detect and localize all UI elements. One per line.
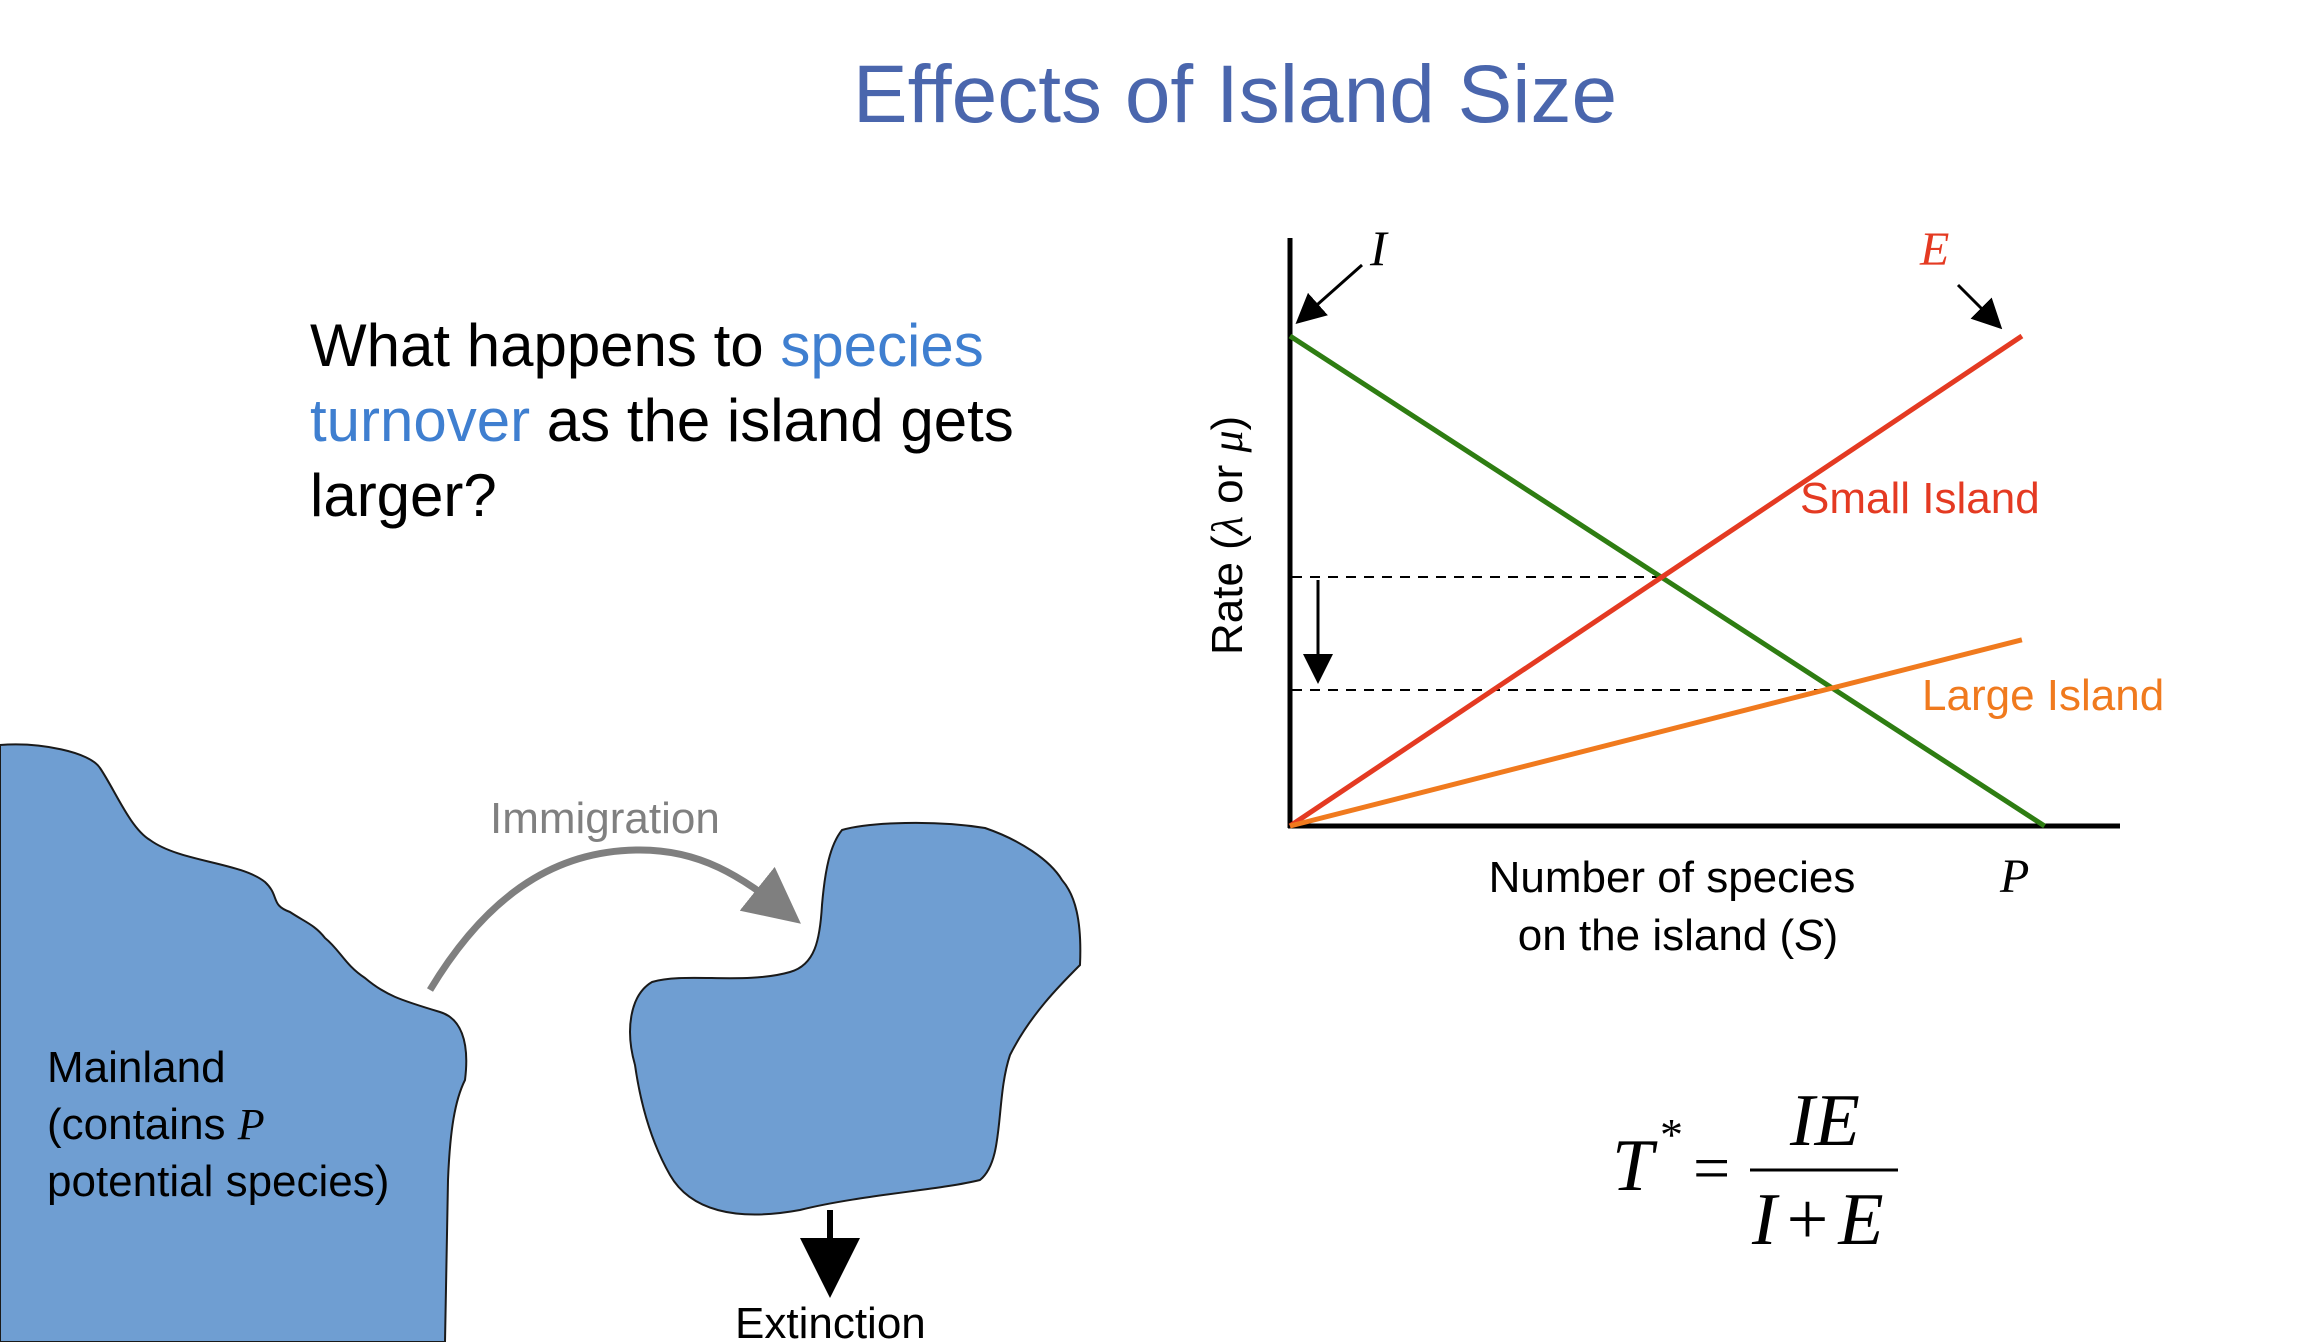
equation-numerator: IE: [1789, 1080, 1860, 1162]
ylabel-lambda: λ: [1203, 516, 1252, 537]
xlabel-line2-suffix: ): [1824, 911, 1839, 960]
immigration-pointer: [1295, 263, 1363, 324]
x-axis-label-line2: on the island (S): [1518, 911, 1838, 960]
equation-lhs-sup: *: [1660, 1109, 1683, 1160]
y-axis-label: Rate (λ or μ): [1203, 416, 1252, 655]
mainland-label-line1: Mainland: [47, 1043, 226, 1092]
series-line-small-island: [1288, 333, 2024, 829]
extinction-curve-label: E: [1919, 223, 1949, 276]
ylabel-or: or: [1203, 453, 1252, 517]
immigration-label: Immigration: [490, 794, 720, 843]
mainland-line2-var: P: [237, 1100, 265, 1149]
series-line-large-island: [1289, 637, 2023, 829]
mainland-line2-prefix: (contains: [47, 1100, 238, 1149]
extinction-label: Extinction: [735, 1299, 926, 1342]
rate-chart: I E Small Island Large Island Rate (λ or…: [1203, 220, 2164, 960]
question-highlight: species turnover: [310, 312, 984, 454]
xlabel-line2-prefix: on the island (: [1518, 911, 1795, 960]
question-text: What happens to species turnover as the …: [310, 308, 1130, 533]
question-part1: What happens to: [310, 312, 781, 379]
equation-lhs: T: [1612, 1125, 1658, 1207]
x-axis-label-line1: Number of species: [1489, 853, 1856, 902]
ylabel-prefix: Rate (: [1203, 535, 1252, 655]
denominator-b: E: [1837, 1179, 1883, 1261]
island-shape: [629, 821, 1082, 1216]
denominator-a: I: [1751, 1179, 1780, 1261]
ylabel-mu: μ: [1203, 430, 1252, 453]
xlabel-line2-var: S: [1794, 911, 1823, 960]
denominator-op: +: [1787, 1179, 1829, 1261]
extinction-pointer: [1956, 283, 2003, 330]
slide-title: Effects of Island Size: [852, 49, 1618, 140]
mainland-label-line2: (contains P: [47, 1100, 265, 1149]
turnover-equation: T * = IE I + E: [1612, 1080, 1898, 1261]
immigration-arrow: [426, 846, 801, 992]
legend-large-island: Large Island: [1922, 671, 2164, 720]
question-part2: as the island gets larger?: [310, 387, 1014, 529]
equation-equals: =: [1693, 1132, 1730, 1205]
series-line-immigration: [1288, 333, 2046, 829]
ylabel-suffix: ): [1203, 416, 1252, 431]
x-axis-end-label: P: [1999, 850, 2029, 903]
equation-denominator: I + E: [1751, 1179, 1884, 1261]
legend-small-island: Small Island: [1800, 474, 2040, 523]
mainland-label-line3: potential species): [47, 1157, 389, 1206]
mainland-shape: [0, 743, 468, 1342]
immigration-curve-label: I: [1369, 220, 1389, 276]
